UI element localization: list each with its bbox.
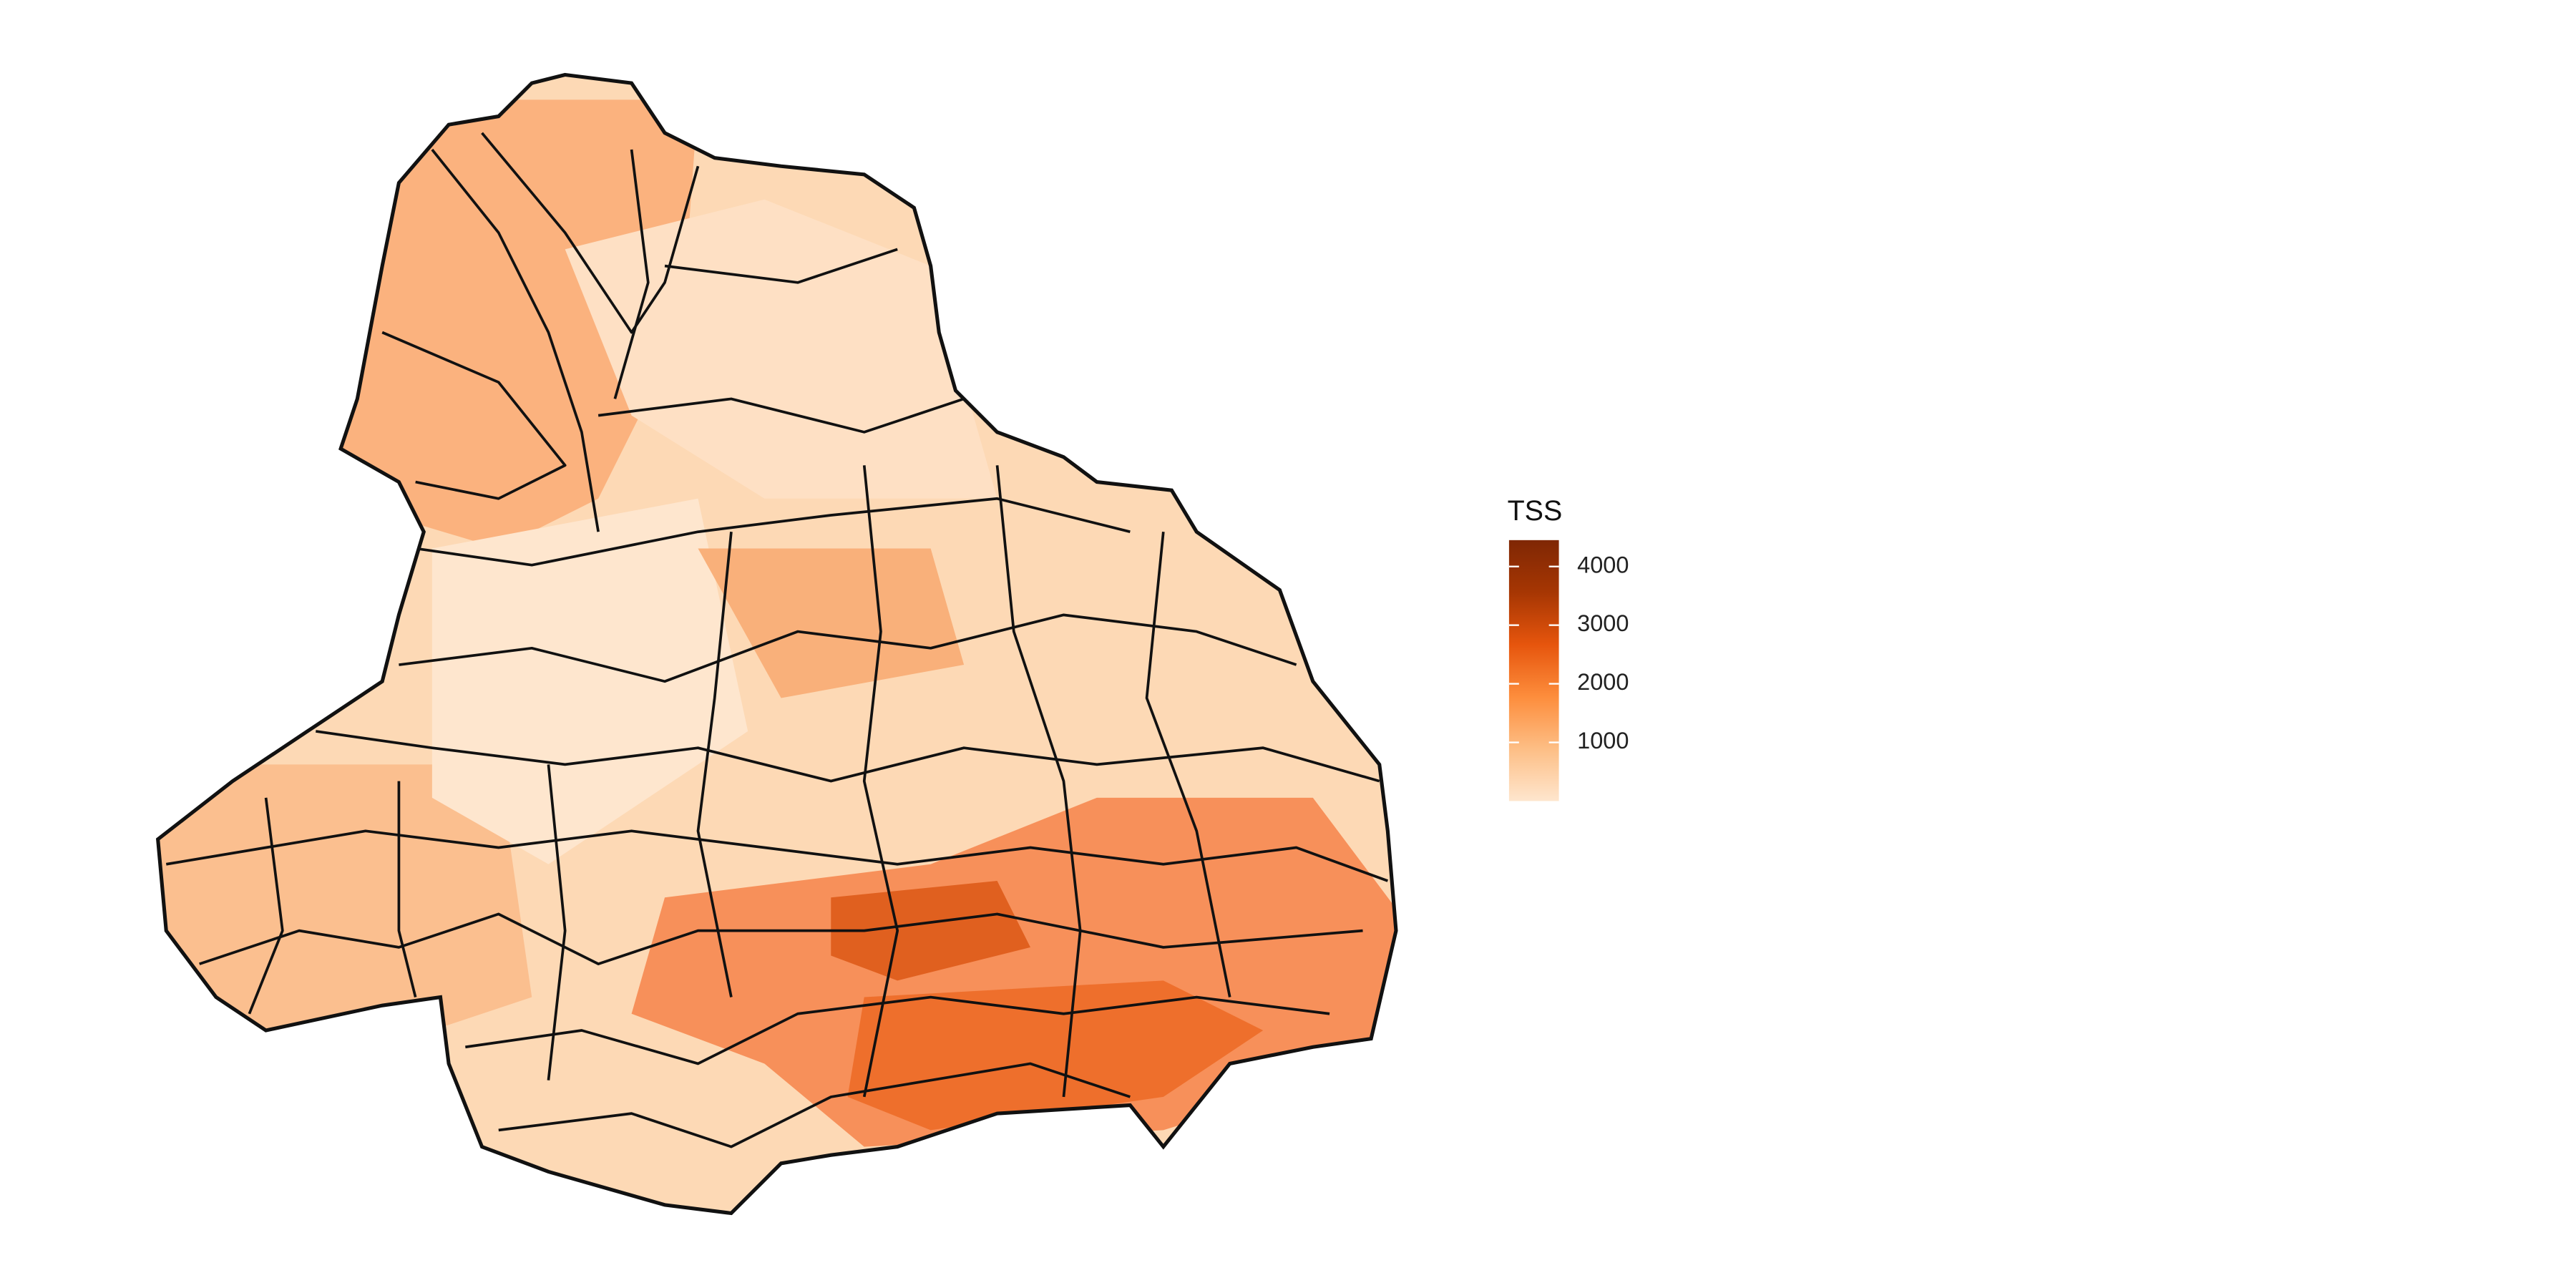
subbasin-boundaries	[165, 132, 1388, 1148]
colorbar-tick-label: 1000	[1577, 728, 1629, 753]
colorbar	[1508, 540, 1559, 801]
raster-base	[157, 74, 1396, 1214]
legend-title: TSS	[1508, 495, 1563, 527]
raster-zone	[332, 99, 698, 549]
colorbar-tick-label: 2000	[1577, 669, 1629, 695]
raster-zone	[831, 880, 1030, 981]
raster-zone	[698, 548, 965, 698]
raster-zone	[431, 498, 748, 864]
raster	[157, 74, 1396, 1214]
raster-zone	[847, 980, 1264, 1131]
legend: TSS 1000 2000 3000 4000	[1508, 495, 1629, 801]
colorbar-tick-label: 3000	[1577, 610, 1629, 636]
colorbar-tick-label: 4000	[1577, 552, 1629, 577]
